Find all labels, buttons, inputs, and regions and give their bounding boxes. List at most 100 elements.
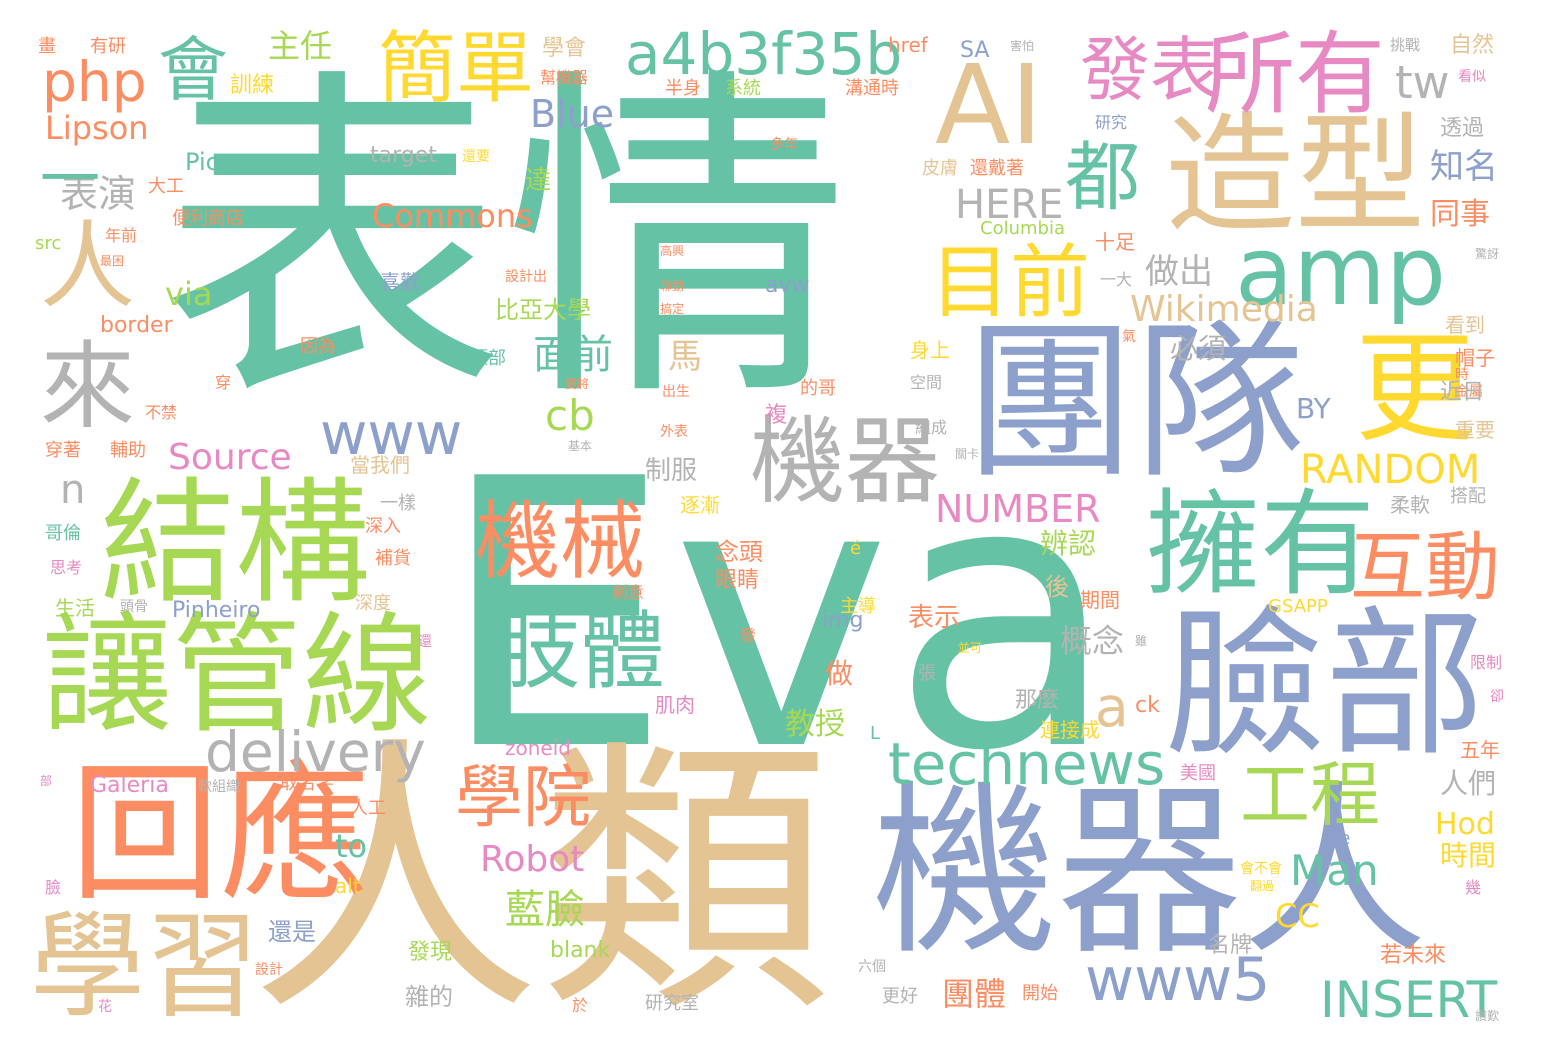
word-cloud-word: 做 bbox=[825, 657, 854, 690]
word-cloud-word: 更好 bbox=[882, 986, 918, 1007]
word-cloud-word: a bbox=[1095, 675, 1129, 739]
word-cloud-word: Picasa bbox=[185, 148, 261, 176]
word-cloud-word: 一大 bbox=[1100, 270, 1133, 289]
word-cloud-word: Robot bbox=[480, 839, 585, 880]
word-cloud-word: 害怕 bbox=[1010, 39, 1035, 53]
word-cloud-word: 的哥 bbox=[800, 378, 836, 399]
word-cloud-word: Source bbox=[168, 437, 292, 478]
word-cloud-word: 補貨 bbox=[375, 548, 411, 569]
word-cloud-word: 表示 bbox=[908, 603, 961, 633]
word-cloud-word: 頭骨 bbox=[120, 599, 148, 615]
word-cloud-word: 馬 bbox=[668, 337, 702, 377]
word-cloud-word: 一樣 bbox=[380, 493, 416, 514]
word-cloud-word: target bbox=[370, 143, 437, 168]
word-cloud-word: 時間 bbox=[1440, 839, 1497, 872]
word-cloud-word: 因為 bbox=[300, 336, 336, 357]
word-cloud-word: é bbox=[850, 538, 862, 559]
word-cloud-word: 人工 bbox=[350, 798, 386, 819]
word-cloud-word: 肌肉 bbox=[655, 693, 695, 717]
word-cloud-word: 互動 bbox=[1350, 523, 1501, 611]
word-cloud-word: 團體 bbox=[942, 975, 1007, 1013]
word-cloud-word: 身上 bbox=[910, 338, 950, 362]
word-cloud-word: border bbox=[100, 313, 173, 338]
word-cloud-word: 驚訝 bbox=[1475, 247, 1500, 261]
word-cloud-word: SA bbox=[960, 38, 990, 63]
word-cloud-word: 當我們 bbox=[350, 453, 410, 477]
word-cloud-word: 逐漸 bbox=[680, 493, 720, 517]
word-cloud-word: 高興 bbox=[660, 244, 685, 258]
word-cloud-word: NUMBER bbox=[935, 487, 1101, 531]
word-cloud-word: 同事 bbox=[1430, 197, 1490, 232]
word-cloud-word: 工程 bbox=[1240, 754, 1380, 836]
word-cloud-word: 發 bbox=[740, 626, 757, 645]
word-cloud-word: 主導 bbox=[840, 596, 876, 617]
word-cloud-word: www5 bbox=[1085, 945, 1271, 1015]
word-cloud-word: 會 bbox=[158, 29, 228, 111]
word-cloud-word: 卻 bbox=[1490, 689, 1504, 705]
word-cloud-word: 必須 bbox=[1170, 332, 1227, 365]
word-cloud-word: 看似 bbox=[1458, 69, 1486, 85]
word-cloud-word: href bbox=[888, 33, 928, 57]
word-cloud-word: 便利商店 bbox=[172, 208, 244, 229]
word-cloud-word: 教授 bbox=[785, 707, 845, 742]
word-cloud-word: 花 bbox=[98, 999, 112, 1015]
word-cloud-word: 出生 bbox=[662, 384, 690, 400]
word-cloud-word: 翻過 bbox=[1250, 879, 1275, 893]
word-cloud-word: 開始 bbox=[1022, 983, 1058, 1004]
word-cloud-word: RANDOM bbox=[1300, 447, 1481, 493]
word-cloud-word: 藍臉 bbox=[505, 887, 585, 933]
word-cloud-word: 制服 bbox=[645, 456, 698, 486]
word-cloud-word: 研究室 bbox=[645, 993, 699, 1014]
word-cloud-word: 搭配 bbox=[1450, 486, 1486, 507]
word-cloud-word: Wikimedia bbox=[1130, 289, 1318, 330]
word-cloud-word: www bbox=[320, 400, 463, 468]
word-cloud-word: tw bbox=[1395, 56, 1450, 109]
word-cloud-word: 輔助 bbox=[110, 440, 146, 461]
word-cloud-word: Columbia bbox=[980, 218, 1065, 239]
word-cloud-word: 辨認 bbox=[1040, 527, 1097, 560]
word-cloud-word: Man bbox=[1290, 846, 1379, 895]
word-cloud-word: 美國 bbox=[1180, 763, 1216, 784]
word-cloud-word: 學習 bbox=[30, 900, 261, 1034]
word-cloud-word: 機器 bbox=[750, 407, 941, 517]
word-cloud-word: 聯動 bbox=[660, 279, 685, 293]
word-cloud-word: 有研 bbox=[90, 36, 126, 57]
word-cloud-word: 若未來 bbox=[1380, 943, 1447, 968]
word-cloud-word: 最困 bbox=[100, 254, 125, 268]
word-cloud-word: 並可 bbox=[958, 641, 983, 655]
word-cloud-word: Lipson bbox=[45, 109, 149, 147]
word-cloud-word: AI bbox=[935, 41, 1043, 169]
word-cloud-word: 期間 bbox=[1080, 588, 1120, 612]
word-cloud-word: 人類 bbox=[250, 714, 830, 1051]
word-cloud-word: Pinheiro bbox=[172, 598, 261, 623]
word-cloud-word: Commons bbox=[372, 197, 533, 235]
word-cloud-word: INSERT bbox=[1320, 971, 1498, 1029]
word-cloud-word: 結構 bbox=[100, 465, 370, 622]
word-cloud-word: amp bbox=[1235, 217, 1447, 327]
word-cloud-word: GSAPP bbox=[1268, 596, 1328, 617]
word-cloud-word: 還要 bbox=[462, 149, 490, 165]
word-cloud-word: 讓管線 bbox=[42, 599, 433, 751]
word-cloud-word: 重要 bbox=[1455, 418, 1495, 442]
word-cloud-word: 搞定 bbox=[660, 302, 685, 316]
word-cloud-word: 面前 bbox=[533, 332, 613, 378]
word-cloud-word: src bbox=[35, 233, 62, 254]
word-cloud-word: 還是 bbox=[268, 918, 316, 946]
word-cloud-word: 團隊 bbox=[965, 304, 1306, 502]
word-cloud-word: 皮膚 bbox=[922, 158, 958, 179]
word-cloud-word: 機器人 bbox=[872, 764, 1427, 980]
word-cloud-word: 學院 bbox=[455, 759, 592, 838]
word-cloud-word: 訓練 bbox=[230, 73, 275, 98]
word-cloud-word: CC bbox=[1275, 897, 1320, 935]
word-cloud-word: 擁有 bbox=[1145, 478, 1376, 612]
word-cloud-word: 比亞大學 bbox=[495, 296, 591, 324]
word-cloud-word: 空間 bbox=[910, 373, 943, 392]
word-cloud-word: 多年 bbox=[770, 137, 798, 153]
word-cloud-word: 要將 bbox=[565, 377, 590, 391]
word-cloud-word: blank bbox=[550, 938, 611, 963]
word-cloud-word: 表演 bbox=[60, 172, 137, 216]
word-cloud-word: 基本 bbox=[568, 439, 593, 453]
word-cloud-word: 喜歡 bbox=[380, 270, 420, 294]
word-cloud-word: 主任 bbox=[268, 27, 333, 65]
word-cloud-word: 帽子 bbox=[1455, 346, 1495, 370]
